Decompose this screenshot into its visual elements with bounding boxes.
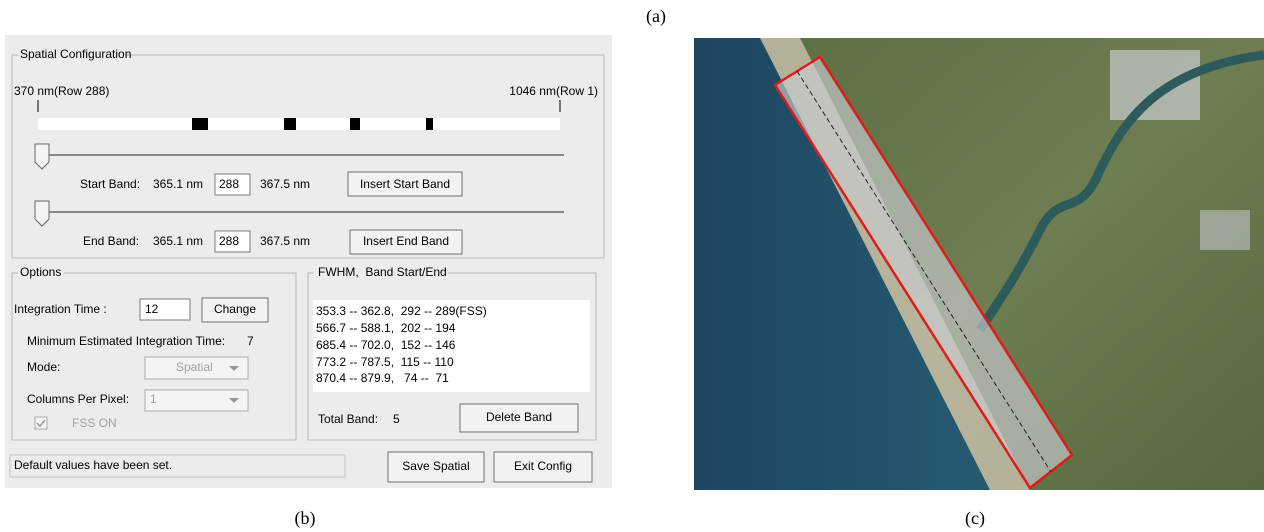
button[interactable]: [493, 451, 593, 483]
range-label: 1046 nm(Row 1): [509, 84, 598, 98]
button-label: Insert Start Band: [360, 177, 450, 191]
combo-arrow: [229, 366, 239, 371]
greenhouses: [1200, 210, 1250, 250]
label: Integration Time :: [14, 302, 107, 316]
list-item: 870.4 -- 879.9, 74 -- 71: [316, 371, 449, 385]
value: 7: [247, 334, 254, 348]
greenhouses: [1110, 50, 1200, 120]
group-title-bg: [18, 48, 126, 62]
flight-line: [796, 70, 1052, 473]
list-box: [313, 300, 590, 392]
group-title: Options: [20, 265, 61, 279]
slider-thumb[interactable]: [34, 143, 50, 170]
caption: (c): [965, 508, 985, 529]
button[interactable]: [349, 229, 463, 255]
button-label: Change: [214, 302, 256, 316]
river: [976, 50, 1264, 333]
group-title: Spatial Configuration: [20, 47, 131, 61]
label: Minimum Estimated Integration Time:: [27, 334, 225, 348]
label: End Band:: [83, 234, 139, 248]
row-value: 288: [219, 177, 239, 191]
value: 367.5 nm: [260, 177, 310, 191]
button[interactable]: [201, 297, 269, 323]
input-value: 12: [145, 302, 159, 316]
group-box: [11, 54, 605, 259]
value: 367.5 nm: [260, 234, 310, 248]
checkbox-label: FSS ON: [72, 416, 117, 430]
combo[interactable]: [144, 389, 249, 412]
group-box: [307, 272, 597, 441]
list-item: 773.2 -- 787.5, 115 -- 110: [316, 355, 454, 369]
caption: (a): [646, 6, 666, 27]
value: 365.1 nm: [153, 234, 203, 248]
slider-thumb[interactable]: [34, 200, 50, 227]
band-strip: [38, 118, 560, 130]
input[interactable]: [139, 298, 191, 321]
status-text: Default values have been set.: [14, 458, 172, 472]
button-label: Insert End Band: [363, 234, 449, 248]
button[interactable]: [387, 451, 485, 483]
list-item: 566.7 -- 588.1, 202 -- 194: [316, 321, 456, 335]
button-label: Exit Config: [514, 459, 572, 473]
button-label: Delete Band: [486, 410, 552, 424]
range-label: 370 nm(Row 288): [14, 84, 109, 98]
group-title: FWHM, Band Start/End: [318, 265, 447, 279]
dialog: Spatial Configuration 370 nm(Row 288) 10…: [5, 35, 612, 488]
group-title-bg: [18, 266, 64, 280]
label: Columns Per Pixel:: [27, 392, 129, 406]
combo-arrow: [229, 398, 239, 403]
row-input[interactable]: [214, 173, 251, 196]
list-item: 353.3 -- 362.8, 292 -- 289(FSS): [316, 304, 487, 318]
status-bar: [9, 454, 346, 478]
row-input[interactable]: [214, 230, 251, 253]
group-box: [11, 272, 297, 441]
value: 5: [393, 412, 400, 426]
button[interactable]: [459, 403, 579, 433]
row-value: 288: [219, 234, 239, 248]
button-label: Save Spatial: [402, 459, 469, 473]
check: [36, 419, 46, 428]
button[interactable]: [347, 171, 463, 197]
combo[interactable]: [144, 356, 249, 380]
band-marker: [350, 118, 360, 130]
label: Start Band:: [80, 177, 140, 191]
band-marker: [426, 118, 433, 130]
checkbox[interactable]: [34, 416, 48, 430]
satellite-image: [694, 38, 1264, 490]
group-title-bg: [314, 266, 448, 280]
land: [760, 38, 1264, 490]
band-marker: [192, 118, 208, 130]
label: Total Band:: [318, 412, 378, 426]
list-item: 685.4 -- 702.0, 152 -- 146: [316, 338, 456, 352]
caption: (b): [295, 508, 316, 529]
combo-value: 1: [150, 392, 157, 406]
scan-area: [773, 55, 1074, 490]
band-marker: [284, 118, 296, 130]
label: Mode:: [27, 360, 60, 374]
combo-value: Spatial: [176, 360, 213, 374]
value: 365.1 nm: [153, 177, 203, 191]
